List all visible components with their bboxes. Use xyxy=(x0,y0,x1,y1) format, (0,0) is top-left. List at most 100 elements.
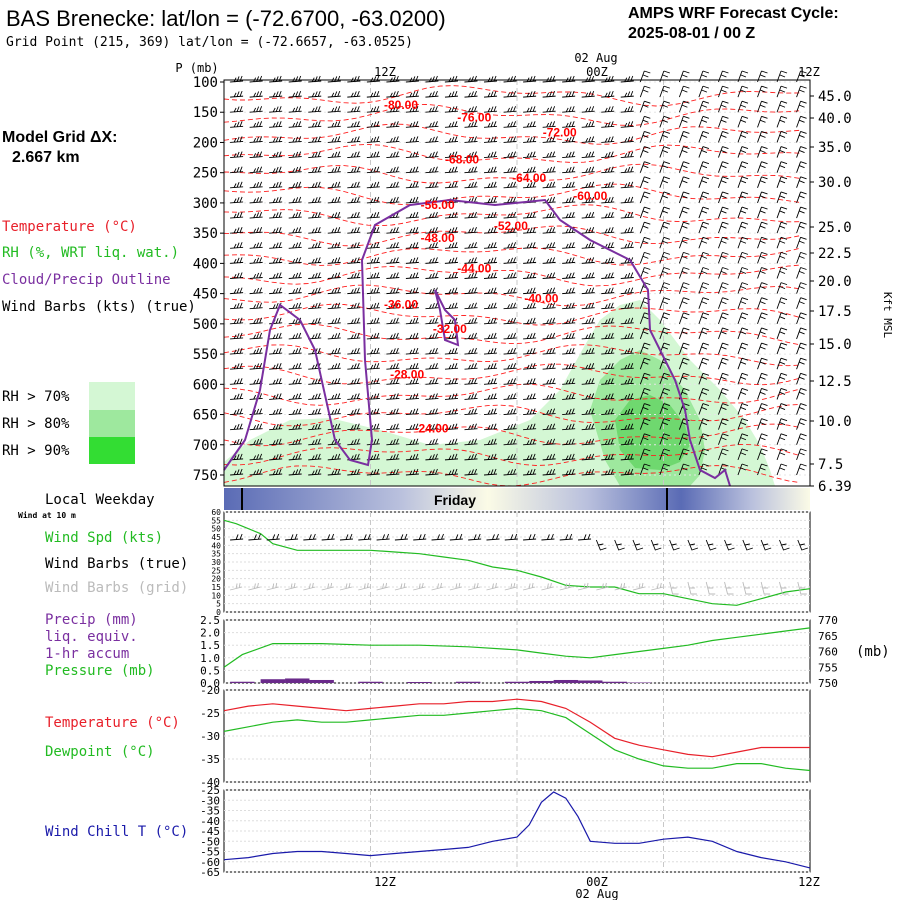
upper-wind-barb-223 xyxy=(484,181,498,189)
upper-wind-barb-307 xyxy=(366,226,380,234)
upper-wind-barb-746 xyxy=(737,433,749,445)
upper-wind-barb-150 xyxy=(230,151,244,159)
upper-wind-barb-137 xyxy=(562,136,576,143)
upper-wind-barb-105 xyxy=(523,121,537,128)
upper-wind-barb-623 xyxy=(678,372,690,385)
upper-wind-barb-362 xyxy=(269,257,283,264)
grid-wind-barb-7 xyxy=(284,582,298,591)
upper-wind-barb-523 xyxy=(484,332,498,340)
upper-wind-barb-199 xyxy=(601,166,615,174)
grid-point-subtitle: Grid Point (215, 369) lat/lon = (-72.665… xyxy=(6,35,413,50)
upper-wind-barb-473 xyxy=(678,297,690,309)
upper-wind-barb-550 xyxy=(425,347,439,355)
upper-wind-barb-142 xyxy=(659,131,670,143)
windchill-label: Wind Chill T (°C) xyxy=(45,824,188,840)
upper-wind-barb-121 xyxy=(249,136,263,143)
upper-wind-barb-636 xyxy=(347,393,361,400)
upper-wind-barb-258 xyxy=(581,196,595,204)
upper-wind-barb-647 xyxy=(562,393,576,400)
rh-swatch-90 xyxy=(89,437,135,464)
sfc-wind-barb-58 xyxy=(760,539,772,551)
upper-wind-barb-748 xyxy=(776,433,788,445)
upper-wind-barb-383 xyxy=(678,251,690,264)
upper-wind-barb-696 xyxy=(347,423,361,431)
bottom-time-label-3: 12Z xyxy=(798,875,820,889)
upper-wind-barb-277 xyxy=(366,211,380,219)
pressure-tick-0: 750 xyxy=(818,677,838,690)
upper-wind-barb-94 xyxy=(308,121,322,128)
wind-tick-4: 20 xyxy=(211,575,221,584)
upper-wind-barb-618 xyxy=(581,378,595,385)
upper-wind-barb-298 xyxy=(776,206,788,219)
windchill-panel: -25-30-35-40-45-50-55-60-65 xyxy=(200,784,811,879)
temp-contour-14 xyxy=(223,363,801,386)
upper-wind-barb-354 xyxy=(698,236,710,249)
upper-wind-barb-174 xyxy=(698,146,710,158)
h-tick-5: 22.5 xyxy=(818,246,852,262)
upper-wind-barb-254 xyxy=(503,196,517,204)
upper-wind-barb-648 xyxy=(581,393,595,400)
upper-wind-barb-722 xyxy=(269,438,283,446)
upper-wind-barb-731 xyxy=(444,438,459,446)
upper-wind-barb-241 xyxy=(249,196,263,204)
upper-wind-barb-479 xyxy=(796,297,807,309)
upper-wind-barb-331 xyxy=(249,242,263,249)
upper-wind-barb-368 xyxy=(386,257,400,264)
upper-wind-barb-372 xyxy=(464,257,478,264)
temp-label-12: -32.00 xyxy=(433,322,467,336)
upper-wind-barb-609 xyxy=(405,378,419,385)
upper-wind-barb-596 xyxy=(737,357,749,370)
precip-bar-13 xyxy=(626,682,652,683)
upper-wind-barb-679 xyxy=(601,408,615,415)
upper-wind-barb-330 xyxy=(230,242,244,249)
upper-wind-barb-296 xyxy=(737,206,749,219)
upper-wind-barb-775 xyxy=(718,448,729,461)
upper-wind-barb-704 xyxy=(503,423,517,431)
upper-wind-barb-104 xyxy=(503,121,517,128)
upper-wind-barb-96 xyxy=(347,121,361,128)
upper-wind-barb-790 xyxy=(425,468,439,476)
upper-wind-barb-352 xyxy=(659,236,670,249)
upper-wind-barb-318 xyxy=(581,226,595,234)
precip-bar-6 xyxy=(407,681,432,683)
upper-wind-barb-800 xyxy=(620,468,634,476)
upper-wind-barb-659 xyxy=(796,387,807,400)
upper-wind-barb-220 xyxy=(425,181,439,189)
upper-wind-barb-61 xyxy=(249,106,263,113)
upper-wind-barb-489 xyxy=(405,317,419,325)
upper-wind-barb-181 xyxy=(249,166,263,174)
upper-wind-barb-78 xyxy=(581,106,595,113)
upper-wind-barb-525 xyxy=(523,332,537,340)
upper-wind-barb-662 xyxy=(269,408,283,415)
upper-wind-barb-709 xyxy=(601,423,615,431)
upper-wind-barb-304 xyxy=(308,226,322,234)
wind-label-barbs-grid: Wind Barbs (grid) xyxy=(45,580,188,596)
upper-wind-barb-297 xyxy=(757,206,768,219)
grid-wind-barb-57 xyxy=(742,581,752,595)
temp-contour-5 xyxy=(223,183,801,206)
upper-wind-barb-414 xyxy=(698,267,710,279)
upper-wind-barb-323 xyxy=(678,221,690,234)
upper-wind-barb-449 xyxy=(796,282,807,294)
upper-wind-barb-515 xyxy=(327,332,341,340)
upper-wind-barb-386 xyxy=(737,251,749,264)
wind-tick-2: 10 xyxy=(211,591,221,600)
upper-wind-barb-513 xyxy=(288,332,302,340)
upper-wind-barb-669 xyxy=(405,408,419,415)
upper-wind-barb-518 xyxy=(386,332,400,340)
upper-wind-barb-492 xyxy=(464,317,478,325)
sfc-wind-barb-4 xyxy=(266,533,280,541)
grid-wind-barb-43 xyxy=(614,582,627,591)
upper-wind-barb-780 xyxy=(230,468,244,476)
wc-tick-1: -30 xyxy=(200,794,220,807)
grid-wind-barb-45 xyxy=(632,582,646,591)
upper-wind-barb-809 xyxy=(796,463,807,476)
upper-wind-barb-173 xyxy=(678,146,690,158)
upper-wind-barb-802 xyxy=(659,463,670,476)
upper-wind-barb-470 xyxy=(620,302,634,310)
upper-wind-barb-407 xyxy=(562,272,576,279)
upper-wind-barb-219 xyxy=(405,181,419,189)
upper-wind-barb-301 xyxy=(249,226,263,234)
upper-wind-barb-390 xyxy=(230,272,244,279)
upper-wind-barb-4 xyxy=(308,75,322,83)
